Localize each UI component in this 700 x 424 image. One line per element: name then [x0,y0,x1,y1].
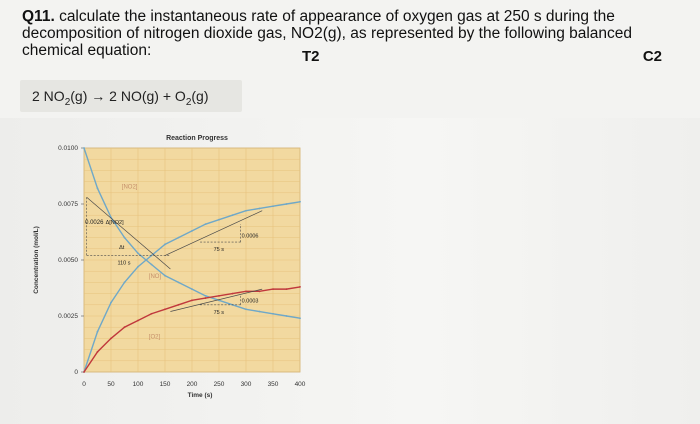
equation-reactant-sub: 2 [64,96,71,108]
series-point-1 [96,330,99,333]
series-point-1 [231,214,234,217]
y-tick-label: 0.0100 [58,145,78,152]
equation-reactant: 2 NO [32,88,65,104]
series-label-o2: [O2] [149,334,161,340]
equation-product-o2-sub: 2 [185,96,192,108]
series-point-1 [123,281,126,284]
series-point-1 [177,236,180,239]
equation-arrow: → [91,88,106,104]
series-label-no2: [NO2] [122,184,138,190]
equation-plus: + [162,88,172,104]
series-point-2 [204,297,207,299]
series-point-2 [150,312,153,315]
y-tick-label: 0.0050 [58,257,78,264]
series-point-0 [285,315,288,317]
series-point-2 [231,292,234,295]
question-number: Q11. [22,8,55,25]
delta-t-value: 110 s [117,260,130,266]
series-point-2 [245,290,247,293]
series-point-0 [177,281,180,284]
y-axis-label: Concentration (mol/L) [33,226,40,294]
balanced-equation: 2 NO2(g) → 2 NO(g) + O2(g) [20,80,242,112]
competency-tag: C2 [642,48,662,65]
x-tick-label: 350 [268,381,279,388]
series-label-no: [NO] [149,274,162,280]
series-point-1 [258,207,261,210]
tangent-no [164,210,263,256]
x-tick-label: 50 [107,381,115,388]
series-point-0 [204,294,207,297]
series-point-0 [96,187,99,190]
x-axis-label: Time (s) [188,392,213,399]
tangent-o2-dx-label: 75 s [214,310,225,316]
series-point-2 [218,294,220,297]
delta-t-label: Δt [119,245,125,251]
tangent-no-dy-label: 0.0006 [242,234,259,240]
x-tick-label: 0 [82,381,86,388]
series-point-0 [83,147,85,149]
series-point-2 [258,290,261,293]
series-point-1 [110,301,112,304]
x-tick-label: 100 [133,381,144,388]
series-point-2 [177,303,180,306]
series-point-1 [245,209,247,212]
equation-reactant-state: (g) [70,88,88,104]
equation-product-no: 2 NO(g) [109,88,159,104]
series-point-0 [164,274,166,277]
series-point-2 [164,308,166,311]
x-tick-label: 150 [160,381,171,388]
series-point-0 [258,310,261,313]
series-point-0 [191,288,193,291]
y-tick-label: 0.0075 [58,201,78,208]
series-point-2 [285,288,288,291]
series-point-2 [137,319,139,322]
series-point-1 [137,265,139,268]
question-tags: T2 C2 [22,48,662,66]
tangent-o2 [170,288,263,312]
equation-product-o2: O [174,88,186,104]
series-point-2 [123,326,126,329]
series-point-1 [299,200,301,203]
series-point-1 [285,203,288,205]
series-point-2 [96,350,99,353]
series-point-0 [150,263,153,266]
series-point-1 [164,243,166,246]
tangent-no2 [86,197,171,270]
equation-product-o2-state: (g) [191,88,209,104]
x-tick-label: 300 [241,381,252,388]
x-tick-label: 400 [295,381,306,388]
y-tick-label: 0 [74,369,78,376]
series-point-0 [123,236,126,239]
series-point-0 [245,308,247,311]
series-point-0 [272,312,274,315]
series-point-1 [204,223,207,226]
series-point-1 [272,205,274,208]
delta-no2-value: 0.0026 [85,220,104,226]
tangent-no-dx-label: 75 s [214,247,225,253]
delta-no2-label: Δ[NO2] [106,220,125,226]
y-tick-label: 0.0025 [58,313,78,320]
question-body: calculate the instantaneous rate of appe… [22,8,633,59]
series-point-0 [299,317,301,320]
series-point-2 [272,288,274,291]
tangent-o2-dy-label: 0.0003 [242,299,259,305]
topic-tag: T2 [302,48,320,65]
series-point-0 [137,252,139,255]
x-tick-label: 200 [187,381,198,388]
chart-title: Reaction Progress [166,135,228,142]
series-point-2 [299,285,301,288]
series-point-1 [191,229,193,232]
x-tick-label: 250 [214,381,225,388]
series-point-2 [110,337,112,340]
series-point-2 [191,299,193,302]
series-point-2 [83,371,85,373]
series-point-1 [218,218,220,221]
question-text-block: Q11. calculate the instantaneous rate of… [22,8,682,59]
